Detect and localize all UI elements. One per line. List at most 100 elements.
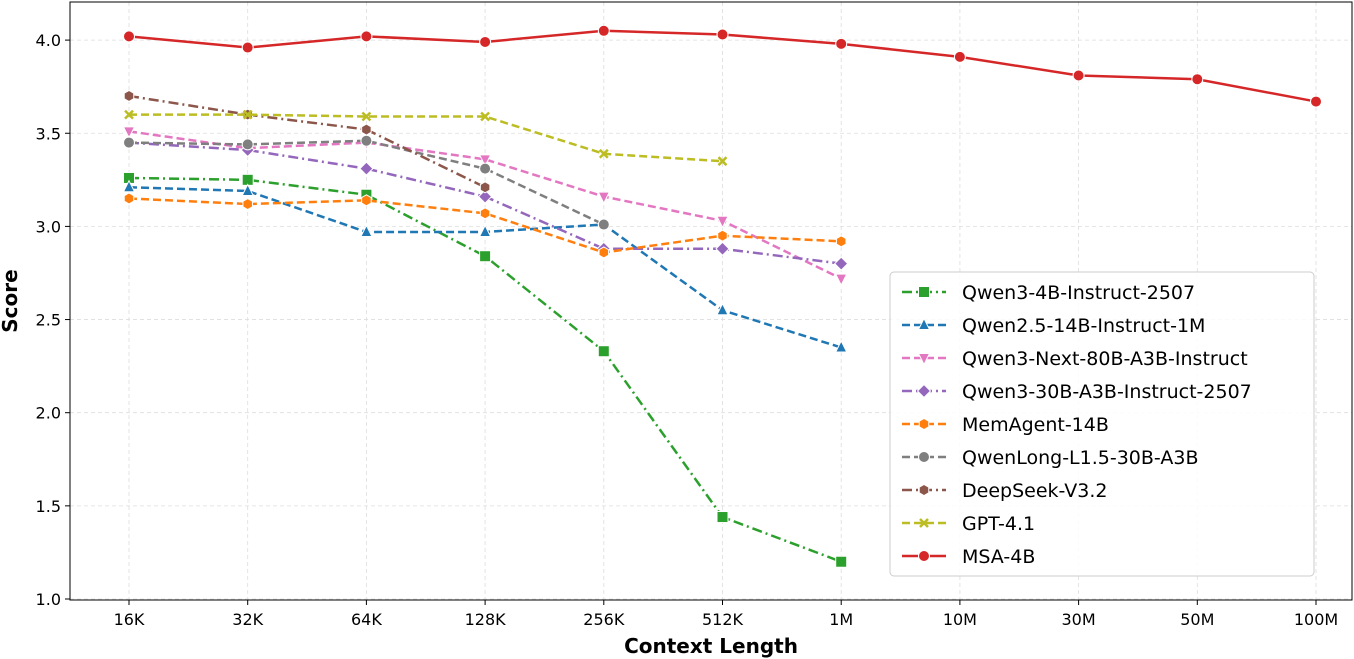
data-point: [597, 345, 610, 358]
data-point: [716, 302, 729, 316]
legend-frame: [889, 271, 1315, 577]
data-point: [361, 111, 372, 122]
legend-item: MSA-4B: [902, 546, 1035, 568]
data-point: [477, 189, 493, 204]
legend-marker: [918, 286, 930, 298]
legend-marker: [916, 383, 932, 399]
data-point: [597, 191, 611, 205]
data-point: [361, 123, 372, 136]
data-point: [360, 134, 373, 147]
legend-item: Qwen2.5-14B-Instruct-1M: [902, 315, 1205, 337]
data-point: [360, 224, 373, 237]
series-qwenlong-l1-5-30b-a3b: [123, 134, 610, 231]
legend-label: Qwen3-Next-80B-A3B-Instruct: [962, 348, 1248, 370]
data-point: [834, 339, 848, 353]
series-line: [128, 94, 486, 189]
x-tick-label: 256K: [583, 610, 625, 629]
data-point: [716, 28, 729, 41]
data-point: [122, 179, 136, 193]
y-tick-label: 3.5: [36, 124, 61, 143]
data-point: [835, 37, 848, 50]
y-tick-label: 1.5: [36, 497, 61, 516]
data-point: [479, 35, 492, 48]
y-tick-label: 4.0: [36, 31, 61, 50]
x-tick-label: 128K: [465, 610, 507, 629]
legend-marker: [917, 317, 931, 330]
series-msa-4b: [123, 24, 1322, 108]
x-tick-label: 50M: [1180, 610, 1214, 629]
data-point: [715, 241, 730, 256]
data-point: [716, 511, 729, 524]
data-point: [123, 30, 135, 43]
x-tick-label: 512K: [702, 610, 744, 629]
data-point: [241, 183, 255, 197]
x-tick-label: 30M: [1062, 610, 1096, 629]
data-point: [242, 109, 253, 120]
legend-item: DeepSeek-V3.2: [902, 480, 1107, 502]
data-point: [953, 50, 966, 63]
data-point: [124, 109, 134, 120]
data-point: [479, 181, 491, 194]
legend-marker: [917, 353, 931, 366]
x-tick-label: 32K: [232, 610, 263, 629]
x-tick-label: 64K: [351, 610, 382, 629]
y-axis-label: Score: [0, 269, 22, 332]
legend-label: Qwen3-4B-Instruct-2507: [962, 282, 1195, 304]
series-qwen3-4b-instruct-2507: [123, 171, 848, 568]
data-point: [1310, 95, 1322, 108]
legend-label: GPT-4.1: [962, 513, 1035, 535]
legend-label: Qwen2.5-14B-Instruct-1M: [962, 315, 1205, 337]
data-point: [717, 156, 728, 167]
y-tick-label: 2.5: [36, 311, 61, 330]
legend-item: Qwen3-30B-A3B-Instruct-2507: [902, 381, 1252, 403]
legend-item: MemAgent-14B: [902, 414, 1109, 436]
data-point: [597, 218, 610, 231]
legend-label: MSA-4B: [962, 546, 1035, 568]
data-point: [123, 136, 135, 149]
legend-item: QwenLong-L1.5-30B-A3B: [902, 447, 1199, 469]
x-tick-label: 100M: [1294, 610, 1338, 629]
x-tick-label: 1M: [829, 610, 853, 629]
x-tick-label: 10M: [943, 610, 977, 629]
y-tick-label: 2.0: [36, 404, 61, 423]
x-tick-label: 16K: [114, 610, 145, 629]
data-point: [835, 235, 847, 248]
data-point: [834, 273, 848, 287]
series-deepseek-v3-2: [123, 89, 491, 194]
legend: Qwen3-4B-Instruct-2507 Qwen2.5-14B-Instru…: [889, 271, 1315, 577]
data-point: [479, 207, 491, 220]
legend-item: GPT-4.1: [902, 513, 1035, 535]
data-point: [835, 555, 848, 568]
legend-item: Qwen3-4B-Instruct-2507: [902, 282, 1195, 304]
data-point: [478, 224, 492, 237]
data-point: [480, 111, 490, 122]
x-axis-label: Context Length: [624, 634, 798, 658]
data-point: [1191, 73, 1204, 86]
legend-label: Qwen3-30B-A3B-Instruct-2507: [962, 381, 1252, 403]
data-point: [597, 24, 610, 37]
data-point: [479, 162, 492, 175]
plot-frame: [69, 1, 1353, 601]
series-line: [129, 113, 723, 163]
data-point: [123, 192, 135, 205]
data-point: [479, 250, 492, 263]
data-point: [123, 89, 135, 103]
data-point: [1072, 69, 1085, 82]
legend-marker: [918, 417, 930, 431]
data-point: [241, 41, 254, 54]
data-point: [242, 197, 253, 211]
y-tick-label: 1.0: [36, 590, 61, 609]
data-point: [241, 138, 254, 151]
data-point: [359, 161, 374, 176]
data-point: [478, 154, 492, 167]
data-point: [598, 148, 609, 159]
data-point: [598, 246, 610, 259]
legend-marker: [919, 518, 929, 528]
legend-label: QwenLong-L1.5-30B-A3B: [962, 447, 1199, 469]
data-point: [122, 126, 136, 140]
legend-label: MemAgent-14B: [962, 414, 1109, 436]
series-line: [128, 139, 605, 226]
legend-marker: [918, 451, 930, 463]
y-tick-label: 3.0: [36, 217, 61, 236]
